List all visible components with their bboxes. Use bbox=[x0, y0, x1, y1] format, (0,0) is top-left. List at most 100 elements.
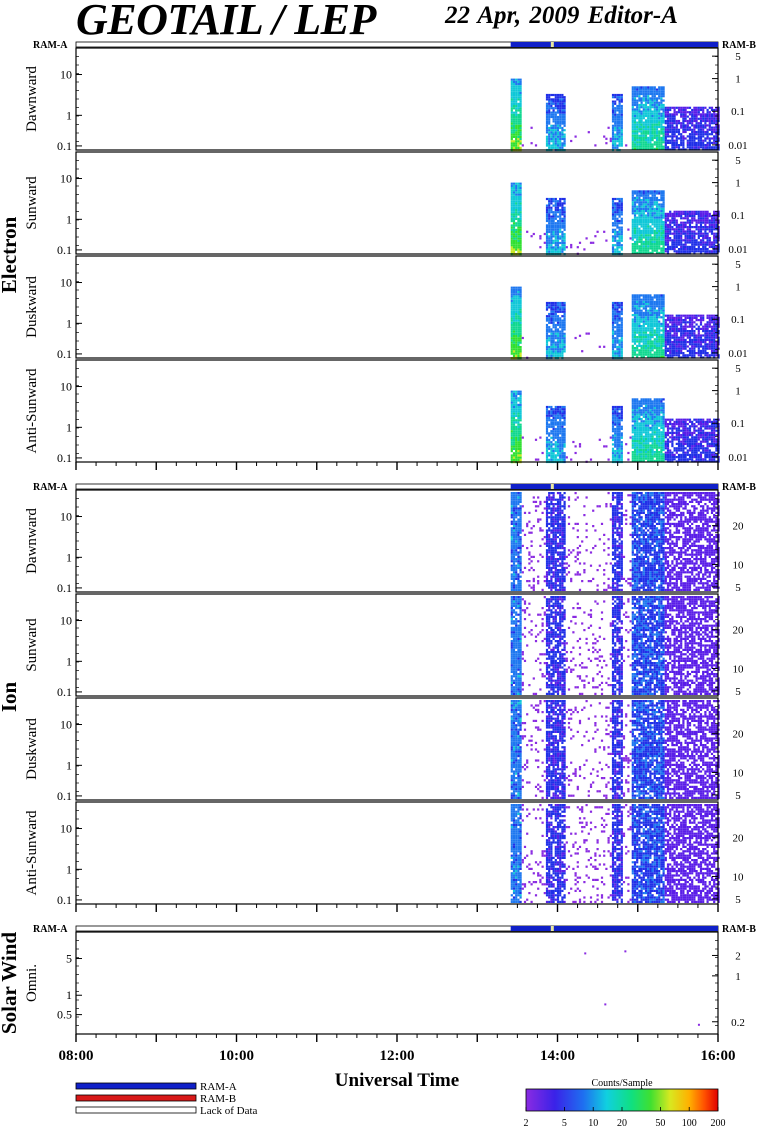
y-tick-left: 0.1 bbox=[57, 893, 72, 907]
x-axis-label: Universal Time bbox=[335, 1070, 459, 1091]
y-tick-left: 10 bbox=[60, 510, 72, 524]
ram-a-segment bbox=[510, 926, 718, 931]
panel-ion-2: Duskward 10 1 0.1 20 10 5 bbox=[24, 697, 745, 803]
panel-label: Duskward bbox=[24, 276, 40, 338]
colorbar-title: Counts/Sample bbox=[591, 1078, 653, 1089]
panel-label: Sunward bbox=[24, 618, 40, 672]
y-tick-left: 5 bbox=[66, 952, 72, 966]
y-tick-right: 10 bbox=[733, 663, 745, 675]
y-tick-right: 10 bbox=[733, 871, 745, 883]
colorbar-tick: 20 bbox=[617, 1118, 627, 1128]
legend-label: Lack of Data bbox=[200, 1105, 258, 1117]
panel-label: Omni. bbox=[24, 964, 40, 1002]
y-tick-right: 5 bbox=[735, 582, 741, 594]
y-tick-right: 20 bbox=[733, 521, 745, 533]
y-tick-left: 10 bbox=[60, 822, 72, 836]
y-tick-right: 5 bbox=[735, 894, 741, 906]
ram-a-segment bbox=[510, 42, 718, 47]
panel-label: Dawnward bbox=[24, 66, 40, 132]
y-tick-left: 10 bbox=[60, 380, 72, 394]
y-tick-left: 0.1 bbox=[57, 347, 72, 361]
y-tick-left: 10 bbox=[60, 614, 72, 628]
time-tick-row bbox=[75, 462, 719, 470]
ram-status-bar-solar: RAM-A RAM-B bbox=[33, 924, 756, 935]
ram-status-bar-electron: RAM-A RAM-B bbox=[33, 40, 756, 51]
y-tick-right: 0.2 bbox=[731, 1017, 745, 1029]
group-label-electron: Electron bbox=[0, 216, 21, 293]
panel-cells-electron-3 bbox=[510, 390, 720, 464]
group-label-solar-wind: Solar Wind bbox=[0, 932, 21, 1034]
panel-label: Duskward bbox=[24, 718, 40, 780]
panel-label: Sunward bbox=[24, 176, 40, 230]
legend-label: RAM-A bbox=[200, 1081, 237, 1093]
panel-cells-solar-0 bbox=[584, 950, 700, 1026]
panel-cells-ion-3 bbox=[510, 804, 720, 903]
y-tick-right: 0.1 bbox=[731, 418, 745, 430]
page-title: GEOTAIL / LEP bbox=[76, 0, 376, 44]
colorbar-tick: 2 bbox=[524, 1118, 529, 1128]
colorbar-tick: 5 bbox=[562, 1118, 567, 1128]
x-tick-label: 12:00 bbox=[380, 1048, 415, 1064]
y-tick-right: 5 bbox=[735, 790, 741, 802]
group-label-ion: Ion bbox=[0, 682, 21, 713]
y-tick-right: 0.01 bbox=[728, 452, 747, 464]
y-tick-right: 1 bbox=[735, 386, 741, 398]
y-tick-right: 1 bbox=[735, 178, 741, 190]
y-tick-left: 1 bbox=[66, 862, 72, 876]
y-tick-left: 0.1 bbox=[57, 451, 72, 465]
panel-cells-ion-0 bbox=[510, 492, 720, 591]
x-tick-label: 08:00 bbox=[59, 1048, 94, 1064]
y-tick-right: 10 bbox=[733, 559, 745, 571]
y-tick-right: 20 bbox=[733, 833, 745, 845]
gap-segment bbox=[550, 42, 554, 47]
y-tick-right: 5 bbox=[735, 363, 741, 375]
panel-label: Anti-Sunward bbox=[24, 368, 40, 453]
y-tick-right: 2 bbox=[735, 950, 741, 962]
y-tick-right: 1 bbox=[735, 282, 741, 294]
panel-electron-3: Anti-Sunward 10 1 0.1 5 1 0.1 0.01 bbox=[24, 359, 748, 465]
panel-ion-3: Anti-Sunward 10 1 0.1 20 10 5 bbox=[24, 801, 745, 907]
time-tick-row bbox=[75, 904, 719, 912]
panel-cells-electron-2 bbox=[510, 286, 720, 360]
colorbar-tick: 200 bbox=[711, 1118, 726, 1128]
colorbar-tick: 50 bbox=[655, 1118, 665, 1128]
panel-frame bbox=[75, 931, 719, 1035]
ram-a-label: RAM-A bbox=[33, 40, 68, 51]
panel-cells-electron-0 bbox=[510, 78, 720, 152]
y-tick-left: 0.1 bbox=[57, 139, 72, 153]
panel-label: Dawnward bbox=[24, 508, 40, 574]
x-tick-label: 10:00 bbox=[219, 1048, 254, 1064]
legend-label: RAM-B bbox=[200, 1093, 236, 1105]
y-tick-left: 0.1 bbox=[57, 789, 72, 803]
y-tick-right: 20 bbox=[733, 625, 745, 637]
gap-segment bbox=[550, 926, 554, 931]
y-tick-right: 5 bbox=[735, 686, 741, 698]
ram-a-label: RAM-A bbox=[33, 482, 68, 493]
y-tick-left: 0.5 bbox=[57, 1008, 72, 1022]
y-tick-left: 1 bbox=[66, 550, 72, 564]
y-tick-right: 1 bbox=[735, 971, 741, 983]
y-tick-left: 1 bbox=[66, 108, 72, 122]
y-tick-left: 10 bbox=[60, 172, 72, 186]
y-tick-left: 1 bbox=[66, 316, 72, 330]
y-tick-left: 1 bbox=[66, 988, 72, 1002]
y-tick-right: 0.1 bbox=[731, 210, 745, 222]
legend-swatch bbox=[75, 1106, 197, 1114]
colorbar-tick: 10 bbox=[588, 1118, 598, 1128]
x-tick-label: 14:00 bbox=[540, 1048, 575, 1064]
ram-status-bar-ion: RAM-A RAM-B bbox=[33, 482, 756, 493]
y-tick-left: 1 bbox=[66, 654, 72, 668]
y-tick-right: 5 bbox=[735, 51, 741, 63]
x-tick-label: 16:00 bbox=[701, 1048, 736, 1064]
colorbar-tick: 100 bbox=[682, 1118, 697, 1128]
y-tick-left: 1 bbox=[66, 420, 72, 434]
y-tick-right: 10 bbox=[733, 767, 745, 779]
ram-b-label: RAM-B bbox=[722, 924, 756, 935]
ram-b-label: RAM-B bbox=[722, 40, 756, 51]
y-tick-left: 1 bbox=[66, 758, 72, 772]
panel-ion-0: Dawnward 10 1 0.1 20 10 5 bbox=[24, 489, 745, 595]
gap-segment bbox=[550, 484, 554, 489]
y-tick-left: 0.1 bbox=[57, 685, 72, 699]
y-tick-right: 20 bbox=[733, 729, 745, 741]
y-tick-right: 0.01 bbox=[728, 244, 747, 256]
